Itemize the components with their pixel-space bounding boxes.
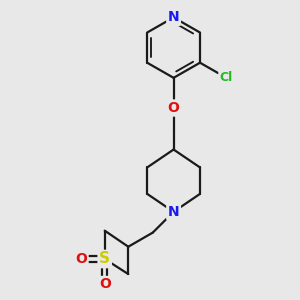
Text: Cl: Cl [220, 71, 233, 84]
Text: N: N [168, 205, 179, 219]
Text: N: N [168, 11, 179, 24]
Text: S: S [99, 251, 110, 266]
Text: O: O [99, 278, 111, 292]
Text: O: O [75, 252, 87, 266]
Text: O: O [168, 101, 179, 115]
